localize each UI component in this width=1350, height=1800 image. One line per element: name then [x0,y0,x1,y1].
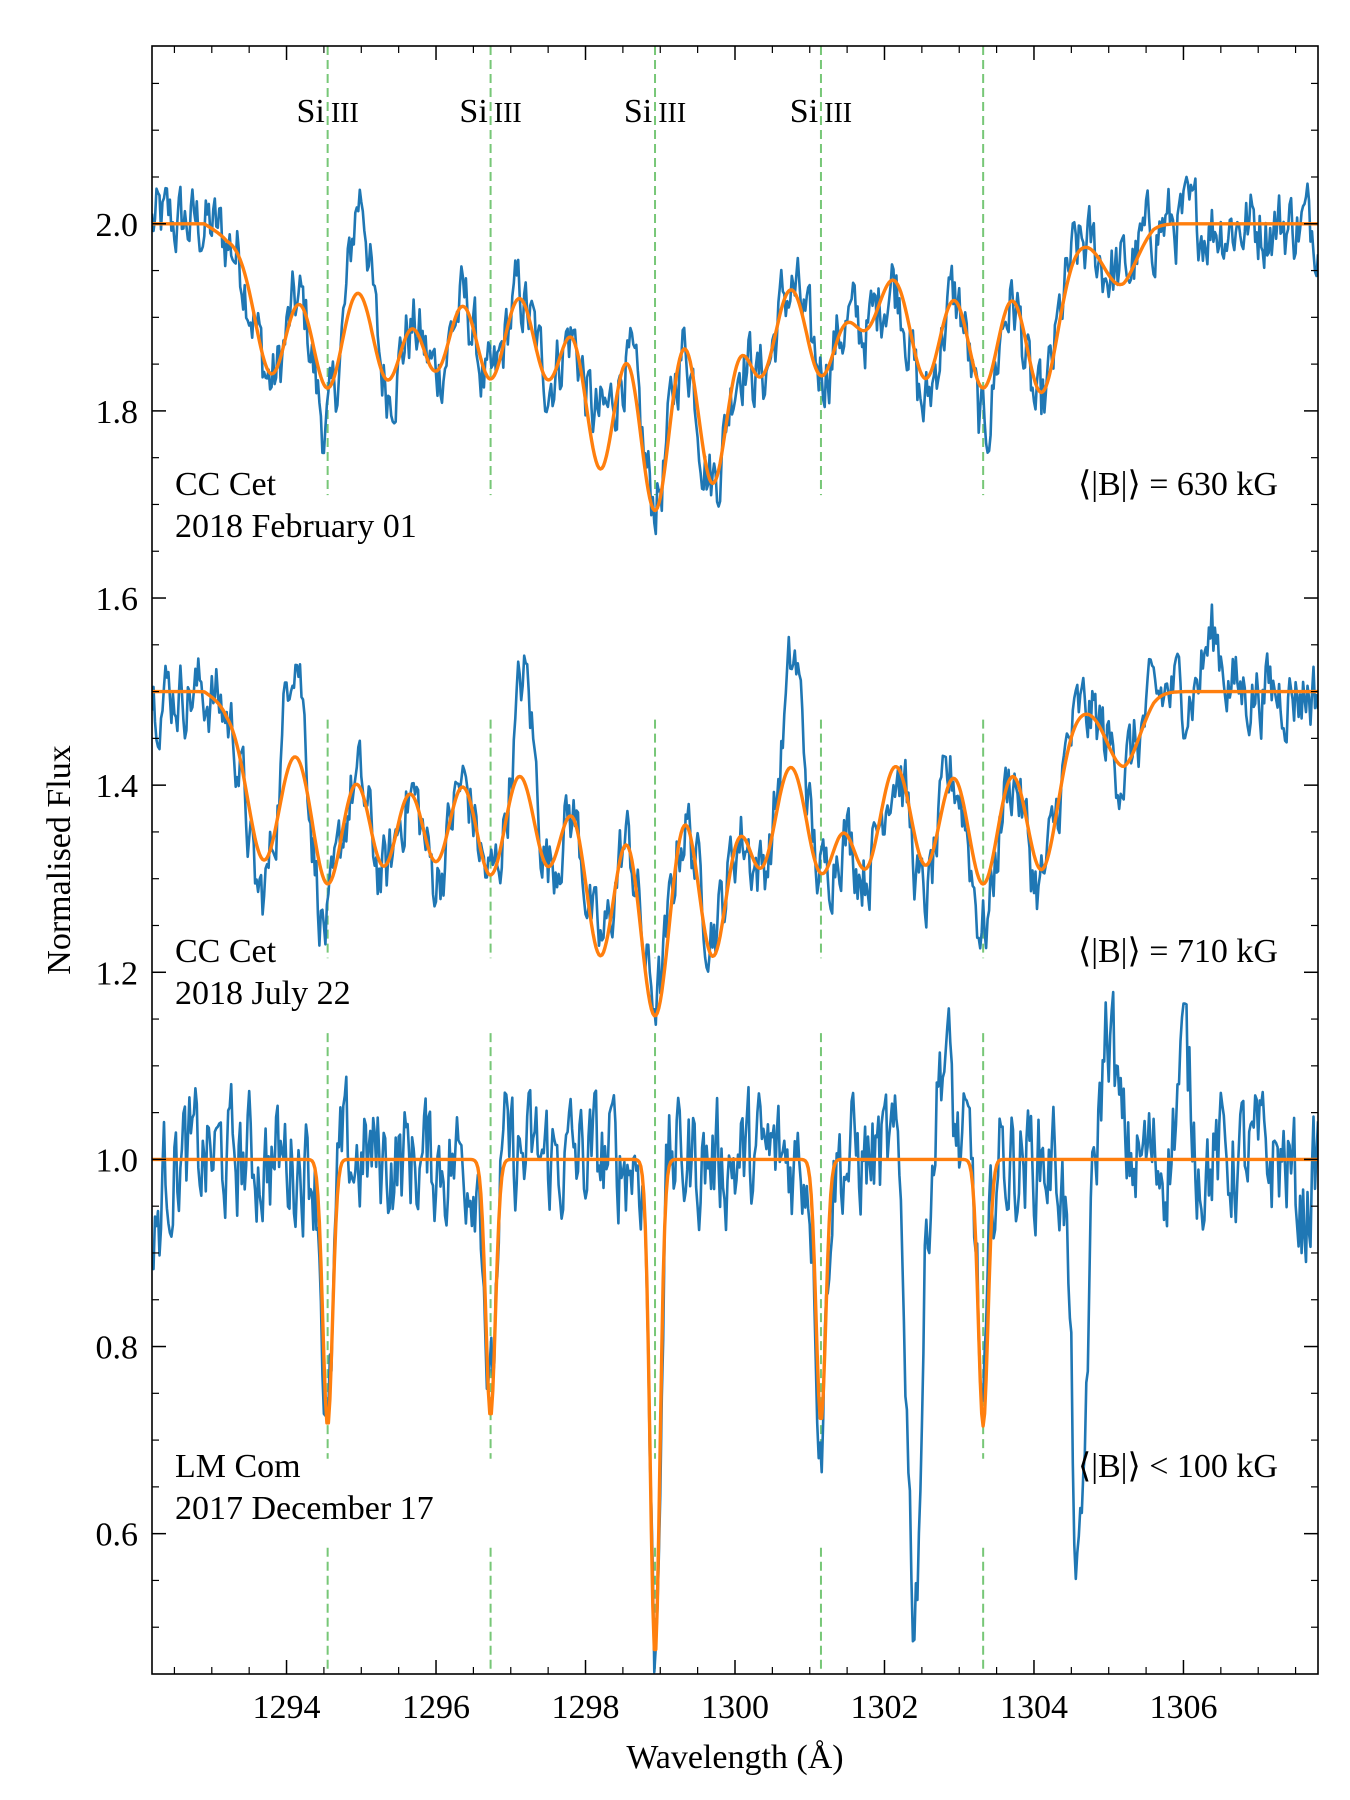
x-tick-label: 1306 [1149,1689,1217,1726]
si-iii-label: Si III [459,93,521,130]
y-tick-label: 0.6 [96,1517,139,1554]
y-tick-label: 0.8 [96,1330,139,1367]
observation-date: 2017 December 17 [175,1490,434,1527]
observation-date: 2018 July 22 [175,975,351,1012]
axis-ticks: 1294 1296 1298 1300 1302 1304 1306 0.6 0.8 1.0 1.2… [96,46,1318,1726]
target-name: LM Com [175,1448,301,1485]
si-iii-label: Si III [624,93,686,130]
observation-date: 2018 February 01 [175,508,417,545]
target-name: CC Cet [175,933,277,970]
x-tick-label: 1294 [253,1689,321,1726]
model-spectrum-3 [152,1157,1318,1652]
field-strength-label: ⟨|B|⟩ = 710 kG [1078,933,1278,970]
spectrum-annotations: CC Cet 2018 February 01 ⟨|B|⟩ = 630 kG CC C… [175,466,1278,1527]
observed-spectrum-1 [152,175,1318,536]
observed-spectrum-2 [152,603,1318,1026]
x-tick-label: 1296 [402,1689,470,1726]
y-tick-label: 1.0 [96,1142,139,1179]
x-axis-title: Wavelength (Å) [626,1739,843,1776]
si-iii-label: Si III [296,93,358,130]
model-spectrum-2 [152,689,1318,1018]
model-spectrum-1 [152,222,1318,513]
si-iii-label: Si III [790,93,852,130]
si-iii-line-markers: Si III Si III Si III Si III [296,46,985,1674]
y-tick-label: 1.4 [96,768,139,805]
field-strength-label: ⟨|B|⟩ = 630 kG [1078,466,1278,503]
field-strength-label: ⟨|B|⟩ < 100 kG [1078,1448,1278,1485]
observed-spectrum-3 [152,990,1318,1674]
y-tick-label: 2.0 [96,207,139,244]
target-name: CC Cet [175,466,277,503]
x-tick-label: 1298 [552,1689,620,1726]
spectra-series [152,175,1318,1674]
y-tick-label: 1.2 [96,955,139,992]
x-tick-label: 1304 [1000,1689,1068,1726]
y-tick-label: 1.8 [96,394,139,431]
x-tick-label: 1300 [701,1689,769,1726]
x-tick-label: 1302 [850,1689,918,1726]
y-axis-title: Normalised Flux [41,745,78,974]
y-tick-label: 1.6 [96,581,139,618]
